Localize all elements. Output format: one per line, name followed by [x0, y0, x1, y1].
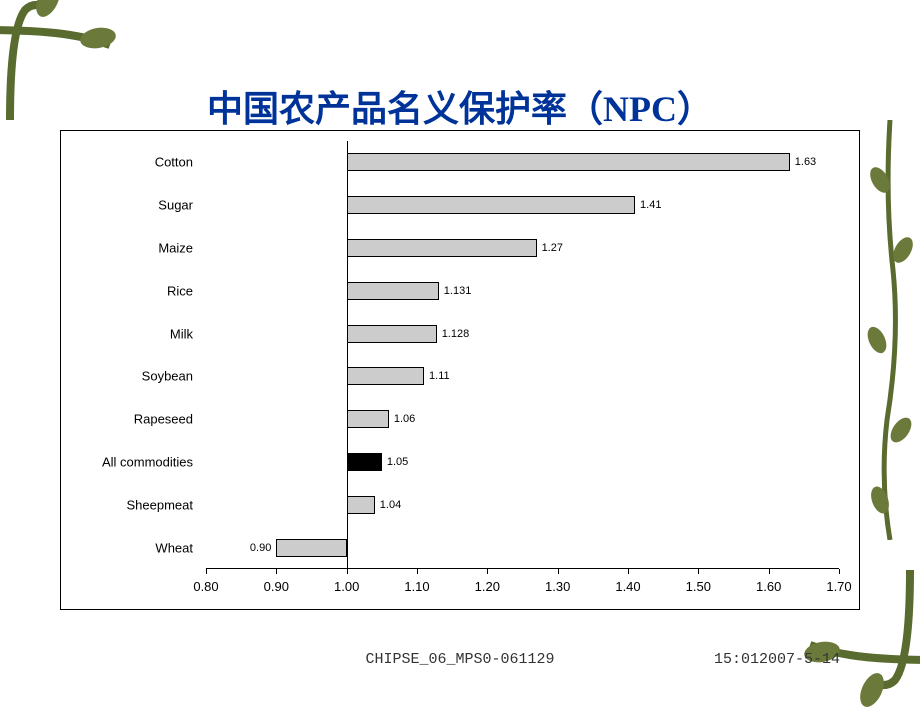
x-tick	[839, 569, 840, 574]
x-tick-label: 1.60	[756, 579, 781, 594]
x-tick-label: 1.50	[686, 579, 711, 594]
x-tick	[698, 569, 699, 574]
category-label: Sugar	[158, 198, 193, 213]
x-tick	[206, 569, 207, 574]
x-tick	[276, 569, 277, 574]
bar	[347, 453, 382, 471]
x-tick-label: 1.00	[334, 579, 359, 594]
title-text: 中国农产品名义保护率（NPC）	[207, 89, 713, 129]
x-tick-label: 0.80	[193, 579, 218, 594]
category-label: Maize	[158, 241, 193, 256]
x-tick	[769, 569, 770, 574]
bar-value-label: 1.11	[429, 370, 450, 382]
bar-value-label: 0.90	[250, 542, 271, 554]
x-tick-label: 1.10	[404, 579, 429, 594]
bar-value-label: 1.04	[380, 499, 401, 511]
bar-value-label: 1.27	[542, 242, 563, 254]
x-tick	[487, 569, 488, 574]
chart-container: Cotton Sugar Maize Rice Milk Soybean Rapeseed A…	[60, 130, 860, 610]
bar	[347, 367, 424, 385]
vine-decoration-right	[865, 120, 915, 540]
footer-code: CHIPSE_06_MPS0-061129	[365, 651, 554, 668]
category-label: Milk	[170, 326, 193, 341]
x-tick-label: 0.90	[264, 579, 289, 594]
category-label: Soybean	[142, 369, 193, 384]
x-tick	[628, 569, 629, 574]
bar-value-label: 1.131	[444, 285, 472, 297]
category-label: Sheepmeat	[127, 497, 194, 512]
plot-area: 0.800.901.001.101.201.301.401.501.601.70…	[206, 141, 839, 569]
bar-value-label: 1.05	[387, 456, 408, 468]
bar	[347, 196, 635, 214]
bar-value-label: 1.41	[640, 199, 661, 211]
bar	[347, 282, 439, 300]
bar	[347, 325, 437, 343]
y-axis-labels: Cotton Sugar Maize Rice Milk Soybean Rapeseed A…	[61, 141, 201, 569]
x-tick-label: 1.20	[475, 579, 500, 594]
category-label: Rice	[167, 283, 193, 298]
bar	[347, 410, 389, 428]
bar	[276, 539, 346, 557]
x-tick	[417, 569, 418, 574]
x-tick-label: 1.30	[545, 579, 570, 594]
x-tick	[347, 569, 348, 574]
bar	[347, 496, 375, 514]
bar-value-label: 1.63	[795, 156, 816, 168]
x-tick	[558, 569, 559, 574]
bar	[347, 153, 790, 171]
x-tick-label: 1.40	[615, 579, 640, 594]
x-tick-label: 1.70	[826, 579, 851, 594]
category-label: All commodities	[102, 455, 193, 470]
bar	[347, 239, 537, 257]
bar-value-label: 1.128	[442, 328, 470, 340]
chart-title: 中国农产品名义保护率（NPC）	[0, 0, 920, 142]
x-axis	[206, 568, 839, 569]
category-label: Wheat	[155, 540, 193, 555]
footer-timestamp: 15:012007-5-14	[714, 651, 840, 668]
bar-value-label: 1.06	[394, 413, 415, 425]
category-label: Cotton	[155, 155, 193, 170]
category-label: Rapeseed	[134, 412, 193, 427]
